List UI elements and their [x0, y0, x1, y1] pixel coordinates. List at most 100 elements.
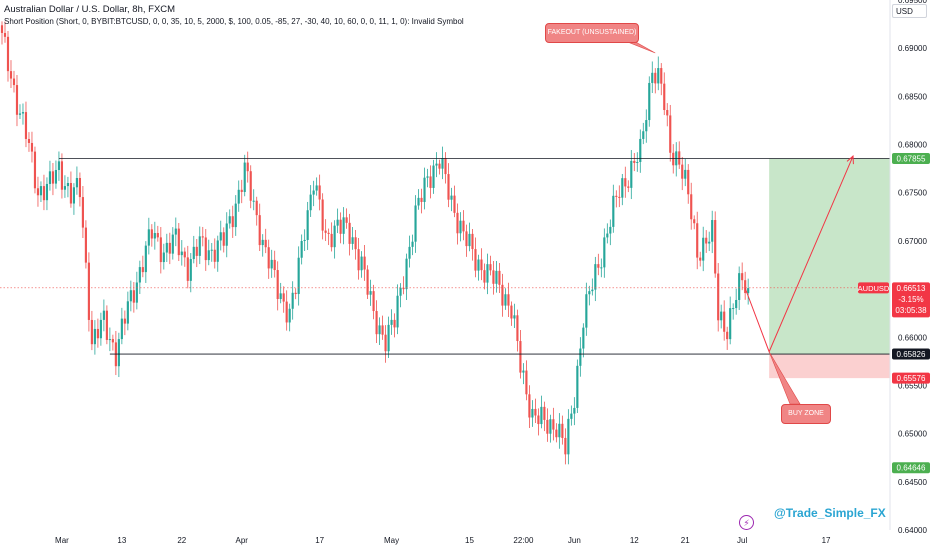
candle-body — [48, 171, 52, 184]
candle-body — [576, 365, 579, 408]
candle-body — [3, 32, 7, 37]
candle-body — [447, 174, 450, 200]
candle-body — [546, 419, 549, 434]
candle-body — [291, 292, 294, 309]
candle-body — [207, 250, 210, 261]
candle-body — [525, 370, 528, 395]
candle-body — [42, 186, 46, 201]
candle-body — [651, 72, 654, 83]
candle-body — [633, 160, 636, 163]
candle-body — [462, 220, 465, 232]
candle-body — [690, 194, 693, 220]
candle-body — [234, 203, 237, 228]
candle-body — [330, 233, 333, 248]
candle-body — [117, 339, 120, 367]
candle-body — [141, 267, 144, 273]
candle-body — [129, 290, 132, 302]
candle-body — [732, 308, 735, 310]
candle-body — [144, 245, 147, 273]
candle-body — [567, 418, 570, 455]
target-price-label-bg — [892, 153, 930, 165]
candle-body — [348, 222, 351, 244]
candle-body — [678, 151, 681, 165]
candle-body — [327, 232, 330, 234]
candle-body — [513, 315, 516, 319]
candle-body — [138, 267, 141, 283]
candle-body — [66, 183, 70, 187]
candle-body — [273, 259, 276, 271]
chart-title: Australian Dollar / U.S. Dollar, 8h, FXC… — [4, 4, 176, 15]
candle-body — [549, 419, 552, 434]
candle-body — [408, 246, 411, 259]
candle-body — [570, 413, 573, 419]
candle-body — [24, 112, 28, 139]
current-price-label: 03:05:38 — [895, 306, 927, 315]
y-tick-label: 0.69500 — [898, 0, 927, 5]
entry-price-label: 0.65826 — [897, 350, 926, 359]
candle-body — [69, 183, 73, 204]
x-tick-label: 13 — [117, 536, 126, 545]
candle-body — [441, 158, 444, 169]
candle-body — [381, 325, 384, 335]
candle-body — [696, 223, 699, 258]
candle-body — [672, 152, 675, 166]
candle-body — [201, 236, 204, 238]
candle-body — [489, 264, 492, 271]
candle-body — [21, 112, 25, 114]
stop-price-label: 0.65576 — [897, 374, 926, 383]
candle-body — [354, 237, 357, 250]
candle-body — [630, 160, 633, 188]
candle-body — [621, 178, 624, 198]
candle-body — [588, 291, 591, 295]
candle-body — [225, 223, 228, 246]
candle-body — [213, 249, 216, 262]
candle-body — [27, 138, 31, 143]
candle-body — [231, 216, 234, 228]
candle-body — [375, 311, 378, 335]
candle-body — [81, 197, 84, 228]
y-tick-label: 0.66000 — [898, 333, 927, 342]
candle-body — [249, 171, 252, 201]
fakeout-callout[interactable]: FAKEOUT (UNSUSTAINED) — [545, 23, 639, 43]
candle-body — [708, 241, 711, 244]
candle-body — [420, 197, 423, 202]
candle-body — [543, 406, 546, 420]
candle-body — [339, 219, 342, 234]
candle-body — [120, 318, 123, 340]
buy-zone-callout[interactable]: BUY ZONE — [781, 404, 831, 424]
candle-body — [411, 241, 414, 247]
candle-body — [246, 162, 249, 172]
candle-body — [495, 270, 498, 284]
candle-body — [336, 219, 339, 226]
candle-body — [702, 237, 705, 261]
candle-body — [123, 318, 126, 324]
candle-body — [75, 178, 78, 188]
profit-zone — [769, 158, 890, 355]
candle-body — [660, 68, 663, 84]
candle-body — [669, 115, 672, 153]
candle-body — [111, 339, 114, 343]
candle-body — [351, 237, 354, 244]
lightning-icon[interactable]: ⚡ — [739, 515, 754, 530]
candle-body — [627, 186, 630, 188]
candle-body — [102, 310, 105, 320]
x-tick-label: Jul — [737, 536, 747, 545]
candle-body — [204, 237, 207, 261]
candle-body — [738, 273, 741, 300]
candle-body — [96, 328, 99, 339]
currency-button[interactable]: USD — [892, 4, 927, 18]
projection-arrowhead — [846, 155, 854, 165]
candle-body — [531, 408, 534, 418]
candle-body — [564, 437, 567, 455]
candle-body — [372, 291, 375, 312]
candle-body — [312, 190, 315, 195]
candle-body — [279, 293, 282, 300]
indicator-legend[interactable]: Short Position (Short, 0, BYBIT:BTCUSD, … — [4, 17, 464, 26]
candle-body — [297, 257, 300, 295]
candle-body — [705, 237, 708, 244]
candle-body — [480, 259, 483, 271]
candle-body — [387, 324, 390, 352]
candle-body — [189, 259, 192, 281]
candle-body — [444, 158, 447, 175]
